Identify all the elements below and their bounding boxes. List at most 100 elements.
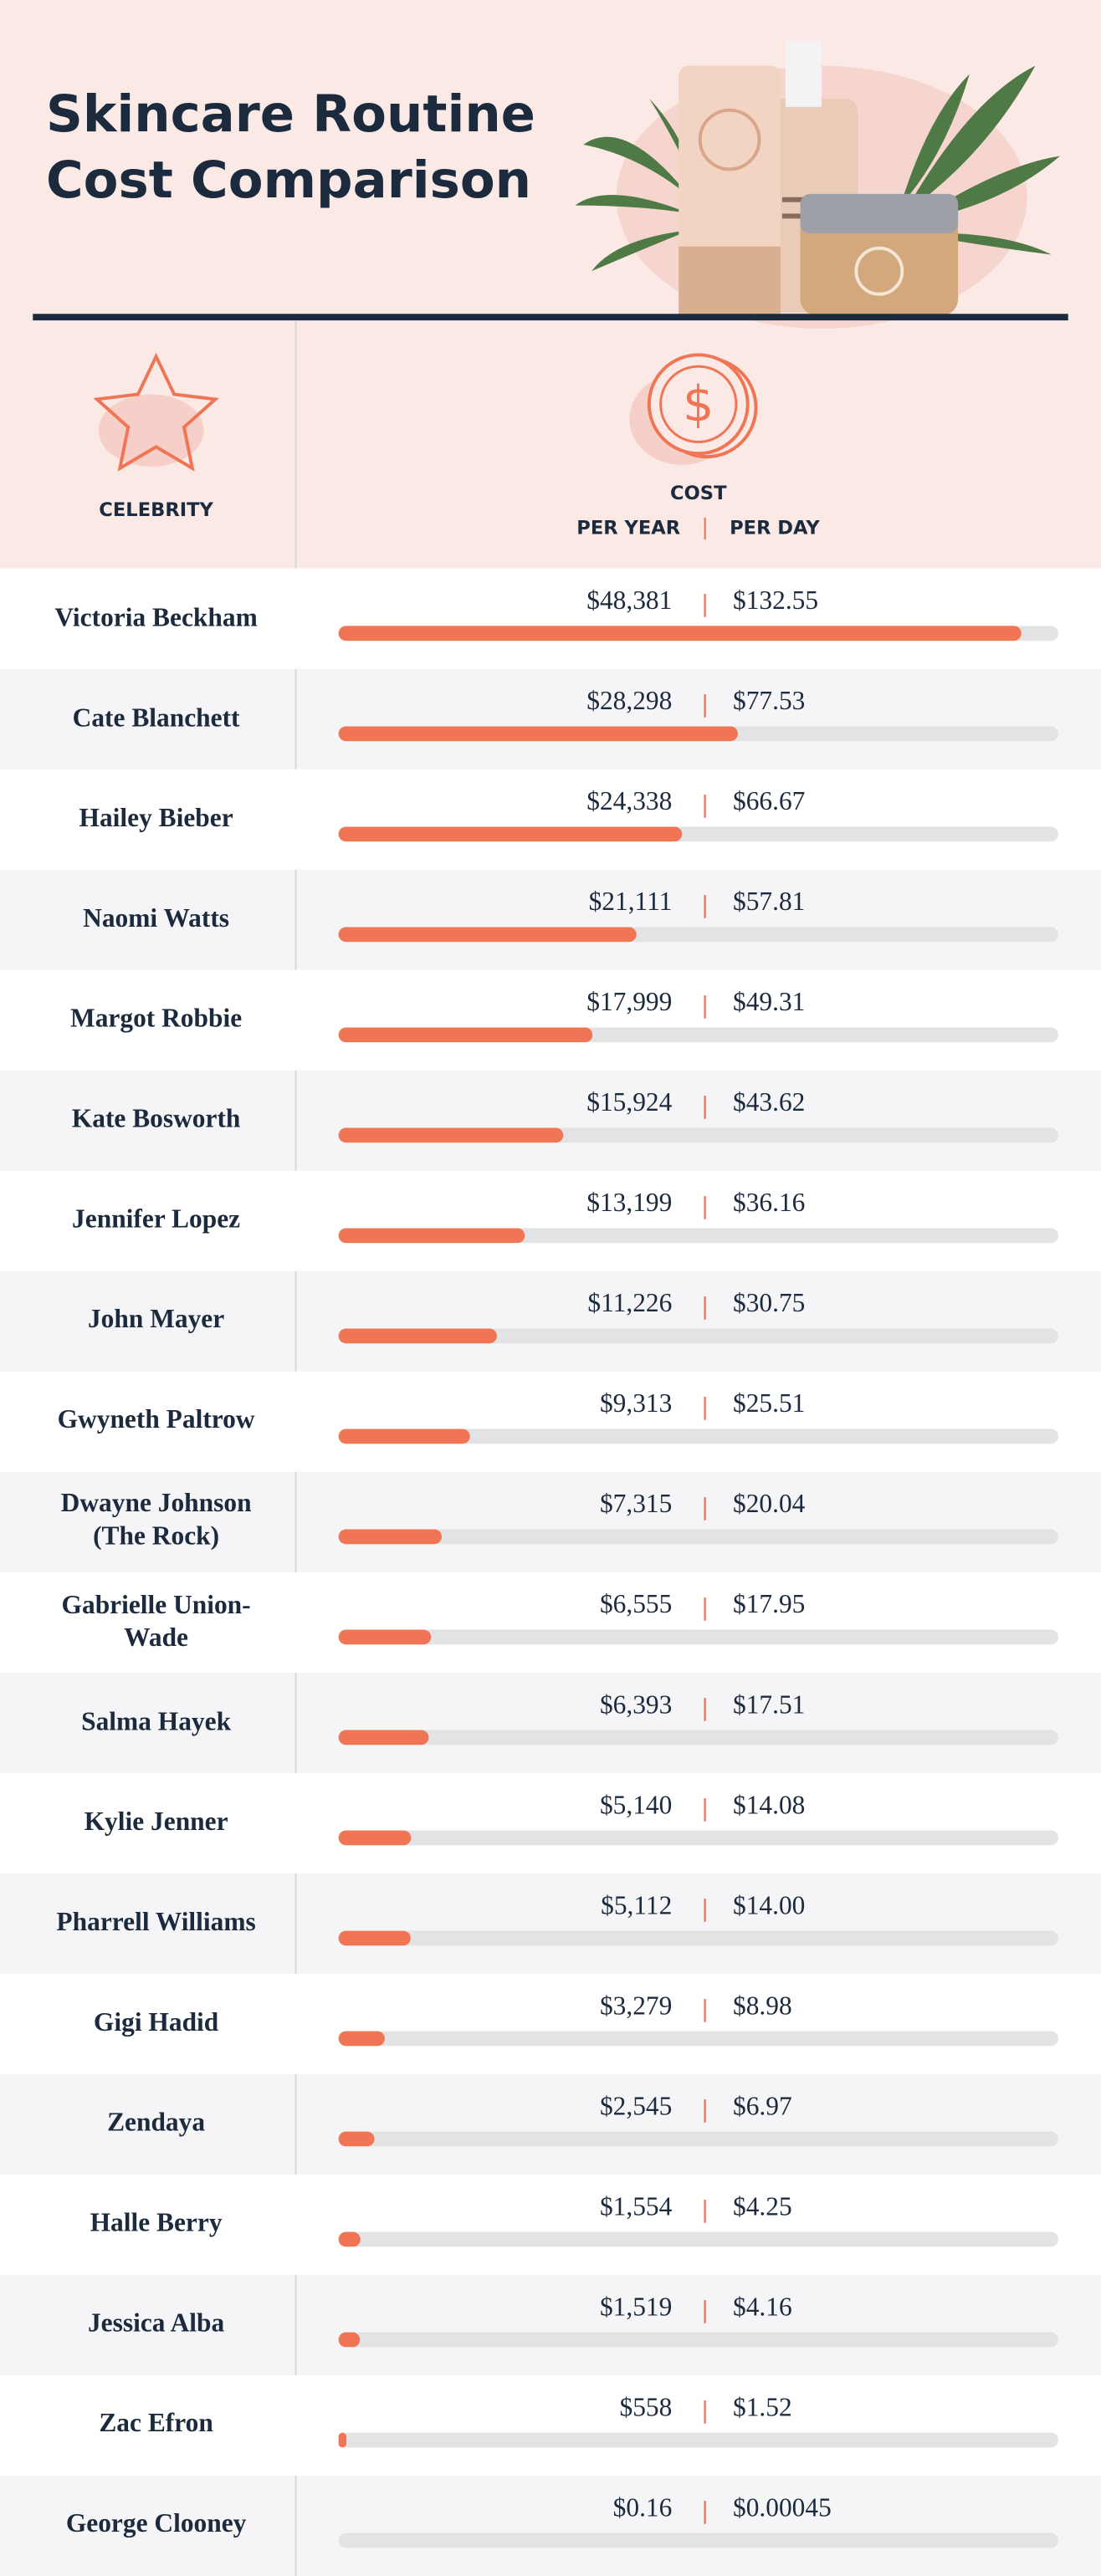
- row: Margot Robbie $17,999 | $49.31: [0, 969, 1101, 1071]
- separator: |: [701, 992, 709, 1019]
- separator: |: [701, 2497, 709, 2524]
- row-background: [0, 668, 1101, 769]
- value-label: $15,924: [586, 1087, 672, 1117]
- separator: |: [701, 892, 709, 918]
- row: Victoria Beckham $48,381 | $132.55: [0, 568, 1101, 669]
- name-cell: Salma Hayek: [81, 1708, 232, 1736]
- name-cell: Naomi Watts: [83, 904, 230, 933]
- bar-track: [338, 2533, 1058, 2548]
- name-cell: Pharrell Williams: [56, 1909, 255, 1936]
- per-day-label: $66.67: [733, 786, 805, 815]
- row-background: [0, 568, 1101, 669]
- category-label: Gigi Hadid: [93, 2009, 219, 2037]
- row: John Mayer $11,226 | $30.75: [0, 1270, 1101, 1372]
- row: Naomi Watts $21,111 | $57.81: [0, 869, 1101, 970]
- separator: |: [701, 2096, 709, 2123]
- per-day-label: $57.81: [733, 887, 805, 916]
- bar-track: [338, 1328, 1058, 1344]
- per-day-label: $4.16: [733, 2292, 792, 2321]
- separator: |: [701, 2397, 709, 2424]
- row-background: [0, 869, 1101, 970]
- separator: |: [701, 1494, 709, 1521]
- row: Halle Berry $1,554 | $4.25: [0, 2174, 1101, 2275]
- star-icon: [93, 352, 219, 472]
- row-background: [0, 2274, 1101, 2375]
- row: Zendaya $2,545 | $6.97: [0, 2073, 1101, 2175]
- separator: |: [701, 590, 709, 617]
- name-cell: Cate Blanchett: [73, 704, 240, 732]
- svg-text:$: $: [683, 375, 714, 432]
- name-cell: Kate Bosworth: [71, 1105, 241, 1134]
- value-label: $13,199: [586, 1188, 672, 1217]
- value-label: $28,298: [586, 686, 672, 715]
- name-cell: Victoria Beckham: [54, 604, 257, 631]
- bar: [338, 1830, 412, 1846]
- per-day-label: $36.16: [733, 1188, 805, 1217]
- per-day-label: $77.53: [733, 686, 805, 715]
- category-label: Kate Bosworth: [71, 1105, 241, 1134]
- category-label: Salma Hayek: [81, 1708, 232, 1736]
- bar: [338, 826, 683, 842]
- row-background: [0, 969, 1101, 1071]
- value-label: $7,315: [600, 1489, 672, 1518]
- row-background: [0, 1572, 1101, 1673]
- row: Kylie Jenner $5,140 | $14.08: [0, 1772, 1101, 1873]
- separator: |: [701, 1694, 709, 1721]
- illustration: [575, 41, 1060, 329]
- name-cell: Gigi Hadid: [93, 2009, 219, 2037]
- chart-title: Skincare Routine Cost Comparison: [45, 85, 535, 211]
- name-cell: George Clooney: [65, 2511, 247, 2539]
- per-day-label: $132.55: [733, 585, 818, 615]
- row-background: [0, 1973, 1101, 2074]
- value-label: $5,140: [600, 1790, 672, 1819]
- row: Kate Bosworth $15,924 | $43.62: [0, 1070, 1101, 1171]
- per-day-label: $1.52: [733, 2392, 792, 2421]
- bar-track: [338, 2432, 1058, 2448]
- row: Gabrielle Union-Wade $6,555 | $17.95: [0, 1572, 1101, 1673]
- bar-track: [338, 2231, 1058, 2247]
- separator: |: [701, 1092, 709, 1119]
- value-label: $1,554: [600, 2191, 673, 2221]
- category-label: Zendaya: [107, 2109, 206, 2138]
- rows: Victoria Beckham $48,381 | $132.55 Cate Blan…: [0, 568, 1101, 2576]
- row: Gigi Hadid $3,279 | $8.98: [0, 1973, 1101, 2074]
- row: Jennifer Lopez $13,199 | $36.16: [0, 1170, 1101, 1271]
- name-cell: Halle Berry: [90, 2210, 223, 2237]
- value-label: $558: [620, 2392, 673, 2421]
- category-label: Hailey Bieber: [79, 804, 233, 833]
- bar-track: [338, 1429, 1058, 1444]
- category-label: George Clooney: [65, 2511, 247, 2539]
- bar: [338, 1930, 411, 1946]
- bar: [338, 1429, 470, 1444]
- row-background: [0, 1170, 1101, 1271]
- separator: |: [701, 791, 709, 818]
- legend-label: PER DAY: [730, 517, 820, 539]
- row-background: [0, 2174, 1101, 2275]
- row-background: [0, 2073, 1101, 2175]
- bar: [338, 2131, 375, 2147]
- value-label: $21,111: [589, 887, 673, 916]
- per-day-label: $49.31: [733, 987, 805, 1016]
- per-day-label: $43.62: [733, 1087, 805, 1117]
- separator: |: [701, 1895, 709, 1922]
- category-label: Kylie Jenner: [84, 1808, 228, 1837]
- value-label: $5,112: [601, 1890, 672, 1919]
- row: Jessica Alba $1,519 | $4.16: [0, 2274, 1101, 2375]
- category-label: Jennifer Lopez: [72, 1205, 241, 1234]
- bar: [338, 1027, 593, 1043]
- bar: [338, 1127, 564, 1143]
- name-cell: Zac Efron: [99, 2410, 213, 2438]
- value-label: $11,226: [587, 1288, 672, 1317]
- bar: [338, 626, 1022, 641]
- row: Cate Blanchett $28,298 | $77.53: [0, 668, 1101, 769]
- name-cell: Gwyneth Paltrow: [58, 1407, 255, 1434]
- category-label: Naomi Watts: [83, 904, 230, 933]
- value-label: $48,381: [586, 585, 672, 615]
- per-day-label: $6.97: [733, 2091, 792, 2120]
- separator: |: [701, 1393, 709, 1420]
- row: George Clooney $0.16 | $0.00045: [0, 2475, 1101, 2576]
- row-background: [0, 1270, 1101, 1372]
- bar: [338, 1529, 443, 1545]
